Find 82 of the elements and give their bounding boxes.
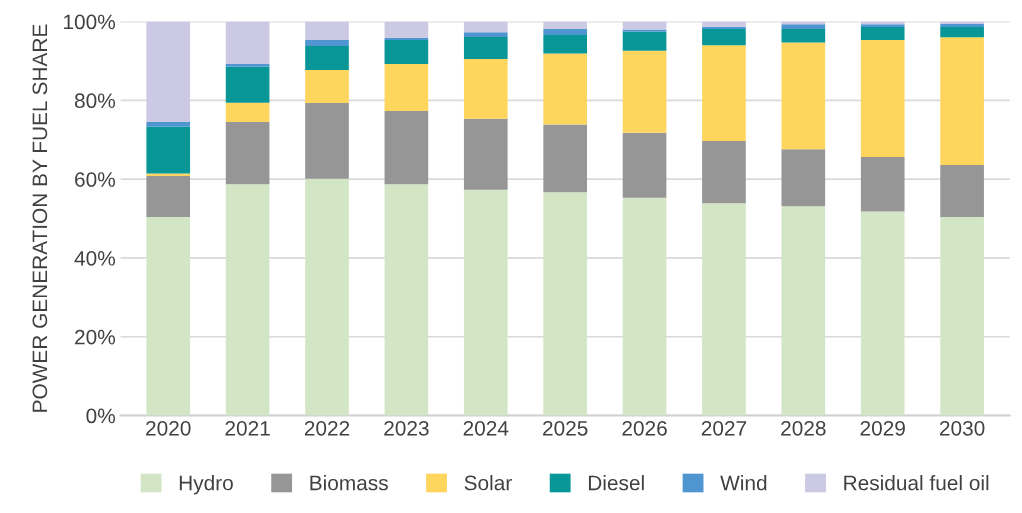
bar	[384, 21, 429, 38]
bar	[543, 53, 587, 125]
bar	[463, 58, 508, 119]
bar	[305, 21, 349, 41]
bar	[225, 184, 270, 416]
bar	[622, 132, 667, 198]
x-tick-label: 2030	[939, 420, 985, 436]
bar	[225, 122, 270, 185]
bar	[305, 45, 349, 71]
x-tick-label: 2029	[860, 420, 905, 436]
bar	[860, 157, 905, 212]
bar	[463, 21, 508, 33]
y-tick-label: 100%	[64, 14, 115, 30]
bar	[543, 124, 587, 193]
y-tick-label: 0%	[86, 408, 115, 424]
bar	[940, 23, 984, 28]
bar	[305, 70, 349, 104]
legend-label: Solar	[464, 475, 512, 491]
bar	[146, 216, 191, 416]
bar	[225, 21, 270, 65]
legend-label: Biomass	[310, 475, 388, 491]
legend-label: Wind	[720, 475, 767, 491]
x-tick-label: 2021	[225, 420, 270, 436]
x-tick-label: 2020	[146, 420, 191, 436]
x-tick-label: 2026	[622, 420, 667, 436]
bar	[940, 164, 984, 217]
bar	[543, 192, 587, 416]
bar	[781, 24, 826, 30]
y-tick-label: 20%	[75, 329, 115, 345]
bar	[463, 36, 508, 59]
legend-label: Hydro	[179, 475, 233, 495]
bar	[305, 103, 349, 179]
bar	[702, 203, 746, 416]
bar	[384, 64, 429, 111]
bar	[463, 32, 508, 37]
x-tick-label: 2027	[701, 420, 747, 436]
bar	[146, 122, 191, 127]
bar	[622, 50, 667, 133]
y-tick-label: 40%	[74, 250, 115, 266]
x-tick-label: 2024	[463, 420, 509, 436]
bar	[622, 29, 667, 32]
bar	[702, 21, 746, 27]
bar	[463, 118, 508, 190]
bar	[940, 27, 984, 38]
y-axis-title: POWER GENERATION BY FUEL SHARE	[32, 24, 48, 412]
bar	[860, 211, 905, 416]
bar	[225, 66, 270, 103]
x-tick-label: 2028	[781, 420, 826, 436]
bar	[543, 21, 587, 30]
bar	[305, 178, 349, 416]
bar	[305, 40, 349, 46]
bar	[543, 34, 587, 54]
bar	[781, 29, 826, 43]
bar	[702, 45, 746, 141]
bar	[384, 110, 429, 185]
bar	[860, 40, 905, 158]
bar	[225, 64, 270, 67]
bar	[146, 175, 191, 217]
bar	[781, 206, 826, 416]
bar	[384, 40, 429, 65]
legend-label: Diesel	[588, 475, 644, 491]
bar	[781, 42, 826, 150]
x-tick-label: 2022	[304, 420, 350, 436]
bar	[940, 37, 984, 165]
x-tick-label: 2025	[543, 420, 588, 436]
bar	[225, 102, 270, 123]
y-tick-label: 60%	[75, 172, 115, 187]
bar	[146, 21, 191, 123]
bar	[543, 29, 587, 35]
bar	[622, 31, 667, 51]
bar	[860, 27, 905, 41]
bar	[702, 140, 746, 204]
bar	[463, 189, 508, 416]
bar	[781, 149, 826, 207]
legend-label: Residual fuel oil	[844, 475, 989, 491]
bar	[940, 216, 984, 416]
bar	[384, 184, 429, 416]
bar	[702, 29, 746, 46]
bar	[146, 126, 191, 174]
y-tick-label: 80%	[74, 93, 115, 109]
bar	[622, 197, 667, 416]
x-tick-label: 2023	[384, 420, 429, 436]
